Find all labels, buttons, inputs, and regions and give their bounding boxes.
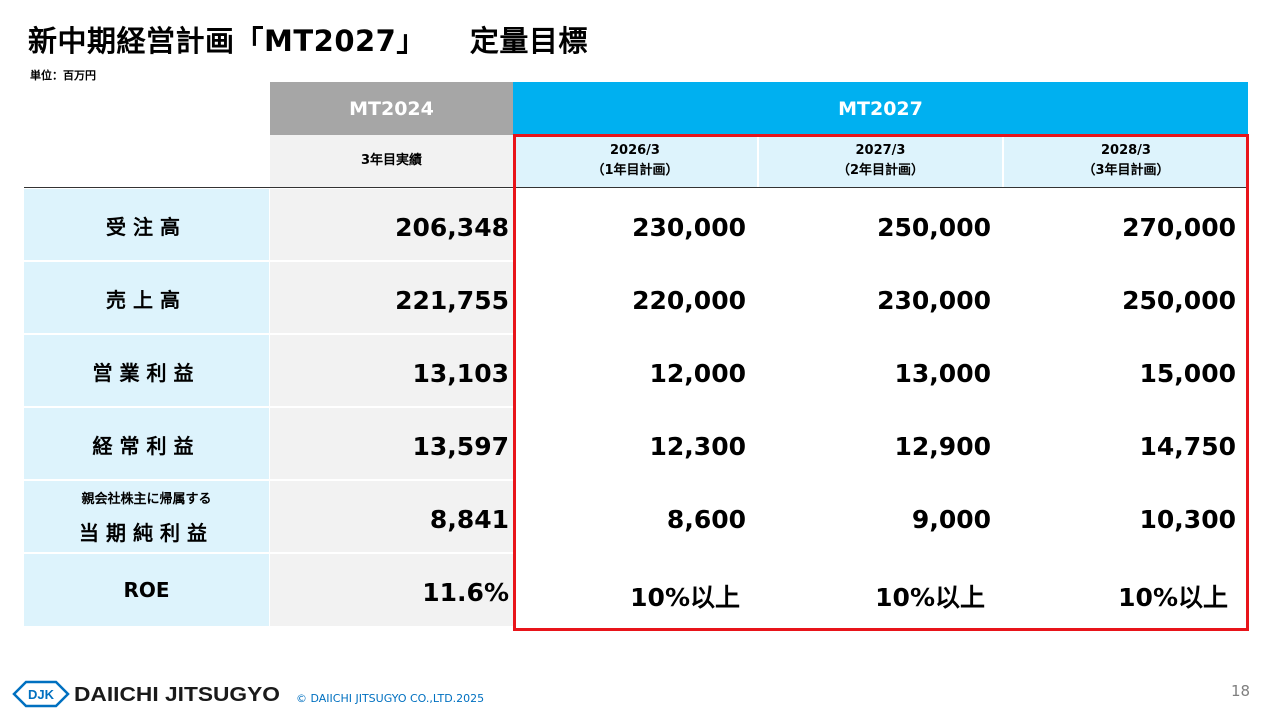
value-mt2024: 8,841 xyxy=(429,505,509,534)
actual-cell-bg xyxy=(270,408,513,480)
actual-cell-bg xyxy=(270,262,513,334)
value-2028: 10,300 xyxy=(1139,505,1236,534)
header-divider xyxy=(24,187,1248,188)
plan-period: 2027/3 xyxy=(855,143,906,158)
row-label-net-income: 親会社株主に帰属する 当期純利益 xyxy=(24,481,269,553)
unit-note: 単位：百万円 xyxy=(30,69,96,82)
logo-hexagon xyxy=(12,680,70,708)
value-2026: 230,000 xyxy=(632,213,746,242)
value-2026: 220,000 xyxy=(632,286,746,315)
company-logo: DJK DAIICHI JITSUGYO xyxy=(12,680,280,708)
subheader-mt2024-actual: 3年目実績 xyxy=(270,135,513,187)
row-separator xyxy=(24,333,513,335)
value-2027: 10%以上 xyxy=(875,583,985,612)
subheader-plan-1: 2026/3 （1年目計画） xyxy=(513,135,757,187)
value-2026: 12,000 xyxy=(649,359,746,388)
value-2028: 10%以上 xyxy=(1118,583,1228,612)
logo-mark-text: DJK xyxy=(28,687,55,702)
table-row-net-income: 親会社株主に帰属する 当期純利益 8,841 8,600 9,000 10,30… xyxy=(24,481,1248,554)
row-separator xyxy=(24,406,513,408)
subheader-plan-3: 2028/3 （3年目計画） xyxy=(1004,135,1248,187)
value-2026: 12,300 xyxy=(649,432,746,461)
plan-period: 2026/3 xyxy=(610,143,660,158)
actual-cell-bg xyxy=(270,481,513,553)
title-main: 新中期経営計画「MT2027」 xyxy=(28,24,426,58)
plan-label: （1年目計画） xyxy=(591,163,679,178)
subheader-plan-2: 2027/3 （2年目計画） xyxy=(759,135,1002,187)
value-mt2024: 13,597 xyxy=(412,432,509,461)
header-mt2027: MT2027 xyxy=(513,82,1248,135)
value-2028: 14,750 xyxy=(1139,432,1236,461)
mt2027-highlight-box xyxy=(513,134,1249,631)
actual-cell-bg xyxy=(270,189,513,261)
row-separator xyxy=(24,479,513,481)
value-2026: 10%以上 xyxy=(630,583,740,612)
table-row-roe: ROE 11.6% 10%以上 10%以上 10%以上 xyxy=(24,554,1248,626)
value-2026: 8,600 xyxy=(666,505,746,534)
row-separator xyxy=(24,260,513,262)
row-label: 売上高 xyxy=(24,262,269,334)
table-row-ordinary-profit: 経常利益 13,597 12,300 12,900 14,750 xyxy=(24,408,1248,481)
page-title: 新中期経営計画「MT2027」 定量目標 xyxy=(28,18,588,60)
table-row-operating-profit: 営業利益 13,103 12,000 13,000 15,000 xyxy=(24,335,1248,408)
plan-label: （2年目計画） xyxy=(836,163,925,178)
subheader-mt2024-label: 3年目実績 xyxy=(360,153,423,168)
actual-cell-bg xyxy=(270,335,513,407)
value-2028: 270,000 xyxy=(1122,213,1236,242)
value-2028: 250,000 xyxy=(1122,286,1236,315)
row-label: 経常利益 xyxy=(24,408,269,480)
plan-label: （3年目計画） xyxy=(1082,163,1170,178)
row-label: 当期純利益 xyxy=(79,521,214,545)
row-label: 営業利益 xyxy=(24,335,269,407)
plan-period: 2028/3 xyxy=(1101,143,1151,158)
header-mt2024: MT2024 xyxy=(270,82,513,135)
row-label-prefix: 親会社株主に帰属する xyxy=(81,492,212,507)
title-sub: 定量目標 xyxy=(469,24,588,58)
value-2028: 15,000 xyxy=(1139,359,1236,388)
row-separator xyxy=(24,552,513,554)
value-mt2024: 221,755 xyxy=(395,286,509,315)
actual-cell-bg xyxy=(270,554,513,626)
value-2027: 9,000 xyxy=(911,505,991,534)
value-2027: 13,000 xyxy=(894,359,991,388)
page-number: 18 xyxy=(1231,682,1251,700)
value-2027: 12,900 xyxy=(894,432,991,461)
table-row-sales: 売上高 221,755 220,000 230,000 250,000 xyxy=(24,262,1248,335)
value-2027: 250,000 xyxy=(877,213,991,242)
value-mt2024: 206,348 xyxy=(395,213,509,242)
row-label: 受注高 xyxy=(24,189,269,261)
value-2027: 230,000 xyxy=(877,286,991,315)
value-mt2024: 13,103 xyxy=(412,359,509,388)
copyright: © DAIICHI JITSUGYO CO.,LTD.2025 xyxy=(296,692,485,705)
logo-wordmark: DAIICHI JITSUGYO xyxy=(74,684,280,706)
table-row-orders: 受注高 206,348 230,000 250,000 270,000 xyxy=(24,189,1248,262)
row-label: ROE xyxy=(24,554,269,626)
value-mt2024: 11.6% xyxy=(422,578,509,607)
